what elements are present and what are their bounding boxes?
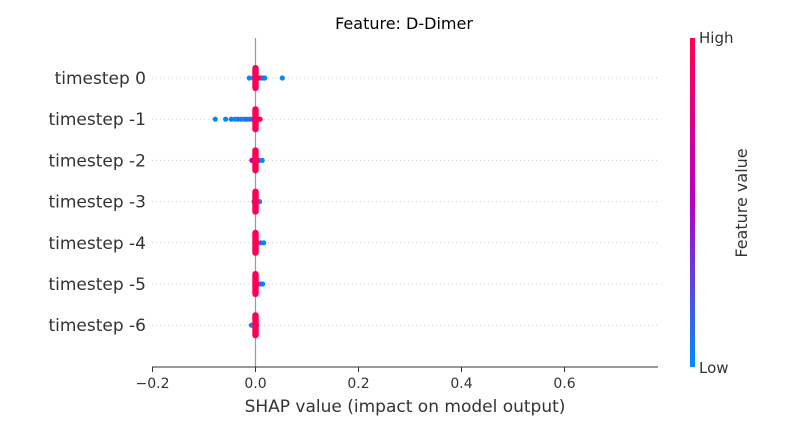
y-tick-label: timestep -4 <box>48 234 146 254</box>
y-tick-label: timestep -2 <box>48 151 146 171</box>
chart-title: Feature: D-Dimer <box>335 14 473 33</box>
points-layer <box>212 65 285 339</box>
x-tick-label: 0.6 <box>553 376 575 392</box>
x-tick-label: 0.0 <box>244 376 266 392</box>
colorbar-low-label: Low <box>699 359 729 377</box>
x-axis-label: SHAP value (impact on model output) <box>245 397 566 417</box>
data-point <box>228 116 234 122</box>
x-tick-label: 0.2 <box>347 376 369 392</box>
point-stack <box>252 65 259 91</box>
y-tick-label: timestep -5 <box>48 275 146 295</box>
point-stack <box>252 271 259 297</box>
y-tick-label: timestep -3 <box>48 193 146 213</box>
y-tick-label: timestep -6 <box>48 316 146 336</box>
data-point <box>257 281 263 287</box>
point-stack <box>252 188 259 215</box>
colorbar-high-label: High <box>699 29 733 47</box>
data-point <box>223 116 229 122</box>
data-point <box>258 240 264 246</box>
x-tick-label: −0.2 <box>136 376 170 392</box>
colorbar-axis-label: Feature value <box>732 148 751 257</box>
x-tick-label: 0.4 <box>450 376 472 392</box>
point-stack <box>252 147 259 174</box>
colorbar <box>690 38 695 367</box>
data-point <box>212 116 218 122</box>
point-stack <box>252 229 259 256</box>
point-stack <box>252 312 259 339</box>
y-tick-label: timestep -1 <box>48 110 146 130</box>
point-stack <box>252 106 259 133</box>
data-point <box>279 75 285 81</box>
y-tick-label: timestep 0 <box>55 69 146 89</box>
x-axis-ticks: −0.2 0.0 0.2 0.4 0.6 <box>136 367 576 392</box>
data-point <box>244 116 250 122</box>
data-point <box>238 116 244 122</box>
data-point <box>246 75 252 81</box>
y-axis-labels: timestep 0 timestep -1 timestep -2 timestep… <box>48 69 146 336</box>
row-guides <box>152 77 658 326</box>
